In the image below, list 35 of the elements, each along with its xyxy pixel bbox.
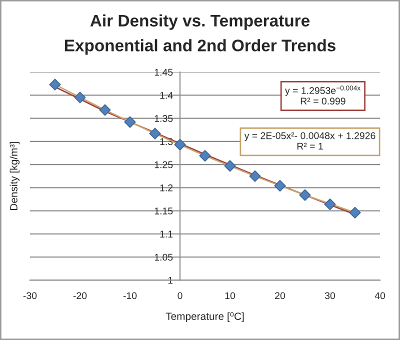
point — [74, 92, 86, 104]
x-tick-label: -10 — [123, 292, 137, 300]
x-tick-label: 40 — [374, 292, 386, 300]
chart-subtitle: Exponential and 2nd Order Trends — [64, 39, 336, 55]
point — [349, 206, 361, 218]
point — [49, 78, 61, 90]
y-tick-label: 1.1 — [160, 230, 173, 238]
x-tick-label: 20 — [275, 292, 286, 300]
chart-title: Air Density vs. Temperature — [90, 14, 310, 30]
x-tick-label: 10 — [225, 292, 236, 300]
point — [274, 180, 286, 192]
point — [124, 116, 136, 128]
point — [324, 198, 336, 210]
y-tick-label: 1.15 — [154, 208, 173, 214]
y-tick-label: 1.05 — [154, 254, 173, 261]
y-tick-label: 1.45 — [154, 68, 173, 76]
point — [224, 160, 236, 172]
x-tick-label: -20 — [73, 292, 87, 300]
annotation: y = 2E-05x²- 0.0048x + 1.2926 R² = 1 — [244, 132, 376, 150]
point — [299, 189, 311, 201]
y-tick-label: 1.25 — [154, 161, 173, 168]
y-axis-title: Density [kg/m³] — [10, 142, 20, 210]
annotation: y = 1.2953e$^{−0.004x}$ R² = 0.999 — [285, 86, 360, 105]
x-tick-label: 0 — [178, 292, 182, 300]
point — [249, 170, 261, 182]
x-tick-label: -30 — [23, 292, 37, 300]
x-tick-label: 30 — [324, 292, 336, 300]
y-tick-label: 1.4 — [160, 92, 173, 99]
point — [174, 138, 186, 150]
point — [199, 150, 211, 162]
y-tick-label: 1.35 — [154, 115, 173, 122]
y-tick-label: 1.2 — [160, 184, 173, 192]
point — [149, 128, 161, 140]
point — [99, 104, 111, 116]
x-axis-title: Temperature [⁰C] — [166, 312, 244, 322]
